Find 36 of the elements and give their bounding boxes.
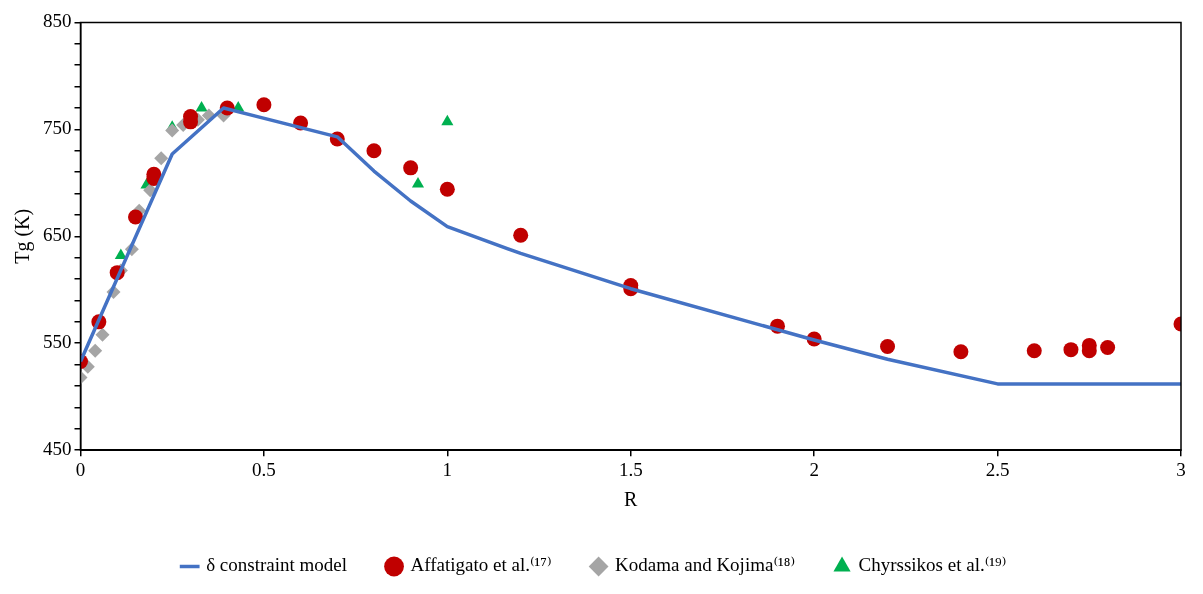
point (439, 181, 455, 197)
y-tick-label: 750 (43, 117, 72, 139)
y-tick-label: 850 (43, 10, 72, 32)
point (411, 176, 425, 188)
x-tick-label: 3 (1176, 458, 1186, 480)
point (154, 151, 169, 166)
point (1063, 342, 1079, 358)
point (441, 114, 454, 126)
x-tick-label: 0.5 (252, 458, 276, 480)
point (165, 123, 180, 138)
y-tick-label: 650 (43, 224, 72, 246)
y-axis-title: Tg (K) (11, 208, 35, 264)
point (1026, 343, 1042, 359)
legend-label: Kodama and Kojima⁽¹⁸⁾ (615, 554, 796, 576)
point (513, 227, 529, 243)
legend-label: Chyrssikos et al.⁽¹⁹⁾ (858, 554, 1007, 576)
x-tick-label: 0 (75, 458, 86, 480)
y-tick-label: 550 (43, 331, 72, 353)
point (1100, 340, 1116, 356)
x-axis-title: R (624, 488, 639, 511)
point (95, 327, 110, 342)
point (88, 343, 103, 358)
legend-label: Affatigato et al.⁽¹⁷⁾ (410, 554, 552, 576)
x-tick-label: 1.5 (618, 458, 643, 480)
y-tick-label: 450 (43, 438, 72, 460)
x-tick-label: 2.5 (985, 458, 1010, 480)
point (880, 338, 896, 354)
point (195, 100, 208, 112)
point (256, 97, 272, 113)
point (128, 209, 144, 225)
x-tick-label: 2 (809, 458, 819, 480)
x-tick-label: 1 (442, 458, 453, 480)
point (953, 344, 969, 360)
legend-label: δ constraint model (206, 554, 348, 576)
point (366, 143, 382, 159)
point (403, 160, 419, 176)
